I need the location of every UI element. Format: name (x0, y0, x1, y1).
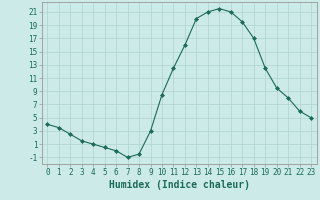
X-axis label: Humidex (Indice chaleur): Humidex (Indice chaleur) (109, 180, 250, 190)
